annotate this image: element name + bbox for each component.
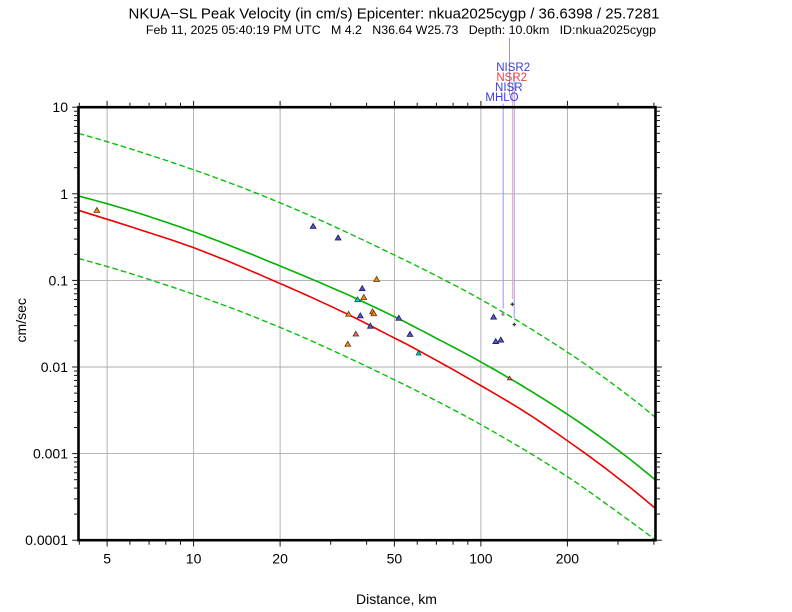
- svg-text:NISR: NISR: [495, 82, 522, 94]
- svg-text:10: 10: [186, 551, 202, 567]
- svg-text:20: 20: [272, 551, 288, 567]
- svg-text:5: 5: [103, 551, 111, 567]
- svg-text:0.01: 0.01: [41, 359, 68, 375]
- svg-text:0.0001: 0.0001: [25, 532, 68, 548]
- svg-text:MHLO: MHLO: [485, 92, 518, 104]
- svg-text:1: 1: [60, 186, 68, 202]
- svg-text:0.1: 0.1: [49, 272, 69, 288]
- svg-text:NKUA−SL Peak Velocity (in cm/s: NKUA−SL Peak Velocity (in cm/s) Epicente…: [128, 6, 659, 23]
- svg-text:200: 200: [556, 551, 580, 567]
- svg-text:10: 10: [52, 99, 68, 115]
- svg-text:100: 100: [469, 551, 493, 567]
- svg-text:Distance, km: Distance, km: [356, 591, 437, 607]
- svg-text:NSR2: NSR2: [496, 72, 527, 84]
- svg-text:50: 50: [387, 551, 403, 567]
- svg-text:Feb 11, 2025 05:40:19 PM UTC: Feb 11, 2025 05:40:19 PM UTC M 4.2 N36.6…: [146, 23, 656, 37]
- svg-text:NISR2: NISR2: [496, 62, 530, 74]
- svg-text:cm/sec: cm/sec: [13, 298, 29, 342]
- svg-text:0.001: 0.001: [33, 446, 68, 462]
